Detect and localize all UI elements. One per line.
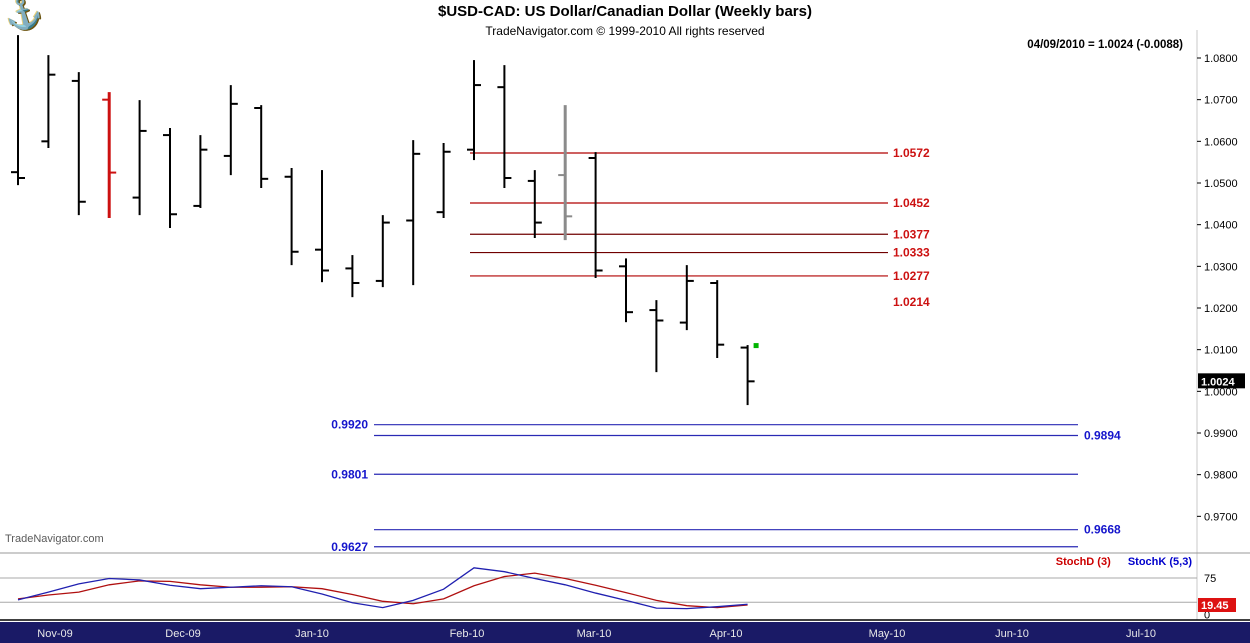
resistance-label-1.0572[interactable]: 1.0572 [893,146,930,160]
price-axis-label: 0.9800 [1204,470,1238,482]
stochk-legend-label[interactable]: StochK (5,3) [1127,556,1192,568]
copyright-line: TradeNavigator.com © 1999-2010 All right… [485,24,765,38]
month-label-May-10: May-10 [869,628,906,640]
time-axis-band [0,622,1250,643]
stoch-axis-label-0: 0 [1204,609,1210,621]
price-bar-12/04/2009 [193,135,208,208]
price-bar-02/26/2010 [558,105,573,241]
price-axis-label: 1.0000 [1204,386,1238,398]
price-axis-label: 1.0300 [1204,261,1238,273]
last-quote-info: 04/09/2010 = 1.0024 (-0.0088) [1027,39,1183,51]
resistance-label-1.0214[interactable]: 1.0214 [893,295,930,309]
price-bar-01/15/2010 [375,215,390,288]
stochk-curve [17,567,748,610]
resistance-label-1.0277[interactable]: 1.0277 [893,269,930,283]
price-axis-label: 0.9900 [1204,428,1238,440]
stoch-legend: StochD (3) StochK (5,3) [0,556,1192,568]
price-axis-label: 1.0400 [1204,220,1238,232]
price-bar-12/18/2009 [254,105,269,188]
price-bar-11/20/2009 [132,100,147,216]
price-bar-12/25/2009 [284,168,299,266]
support-label-0.9920[interactable]: 0.9920 [331,418,368,432]
month-label-Jul-10: Jul-10 [1126,628,1156,640]
price-panel: 0.9920 0.9894 0.9801 0.9668 0.9627 1.0572 1.04… [11,35,1121,554]
month-label-Mar-10: Mar-10 [577,628,612,640]
price-bar-11/13/2009 [102,92,117,218]
current-price-badge [1198,373,1245,389]
stoch-value-badge-label: 19.45 [1201,600,1229,612]
price-bar-12/11/2009 [223,85,238,176]
price-axis-label: 1.0200 [1204,303,1238,315]
price-bar-03/26/2010 [679,265,694,331]
month-label-Jun-10: Jun-10 [995,628,1029,640]
support-label-0.9668[interactable]: 0.9668 [1084,523,1121,537]
price-bar-10/30/2009 [41,55,56,148]
price-axis-label: 1.0800 [1204,53,1238,65]
support-label-0.9894[interactable]: 0.9894 [1084,429,1121,443]
month-label-Feb-10: Feb-10 [450,628,485,640]
month-label-Dec-09: Dec-09 [165,628,200,640]
price-axis-label: 1.0500 [1204,178,1238,190]
resistance-label-1.0377[interactable]: 1.0377 [893,227,930,241]
support-label-0.9627[interactable]: 0.9627 [331,540,368,554]
price-bar-10/23/2009 [11,35,25,186]
stochd-legend-label[interactable]: StochD (3) [1055,556,1111,568]
month-label-Jan-10: Jan-10 [295,628,329,640]
stochd-curve [17,572,748,609]
chart-title: $USD-CAD: US Dollar/Canadian Dollar (Wee… [438,3,812,20]
stoch-value-badge [1198,597,1236,612]
price-bar-03/19/2010 [649,300,664,373]
price-bar-03/05/2010 [588,152,603,278]
price-axis-label: 1.0700 [1204,95,1238,107]
price-bar-01/08/2010 [345,255,360,298]
month-label-Apr-10: Apr-10 [709,628,742,640]
price-bar-04/09/2010 [740,345,755,406]
price-bar-01/29/2010 [436,143,451,218]
stoch-axis-label-75: 75 [1204,573,1216,585]
price-axis-label: 0.9700 [1204,511,1238,523]
price-bar-01/01/2010 [315,170,329,283]
month-label-Nov-09: Nov-09 [37,628,72,640]
price-bar-02/19/2010 [527,170,542,238]
current-price-badge-label: 1.0024 [1201,376,1236,388]
resistance-label-1.0333[interactable]: 1.0333 [893,246,930,260]
price-axis-label: 1.0600 [1204,136,1238,148]
price-axis-label: 1.0100 [1204,345,1238,357]
watermark: TradeNavigator.com [5,533,104,545]
price-bar-02/05/2010 [467,60,481,161]
resistance-label-1.0452[interactable]: 1.0452 [893,196,930,210]
price-bar-11/27/2009 [163,128,177,228]
signal-marker [753,343,759,349]
price-bar-04/02/2010 [710,280,725,358]
price-bar-11/06/2009 [71,72,86,216]
support-label-0.9801[interactable]: 0.9801 [331,467,368,481]
price-bar-03/12/2010 [619,258,633,323]
price-bar-01/22/2010 [406,140,421,286]
price-bar-02/12/2010 [497,65,512,188]
